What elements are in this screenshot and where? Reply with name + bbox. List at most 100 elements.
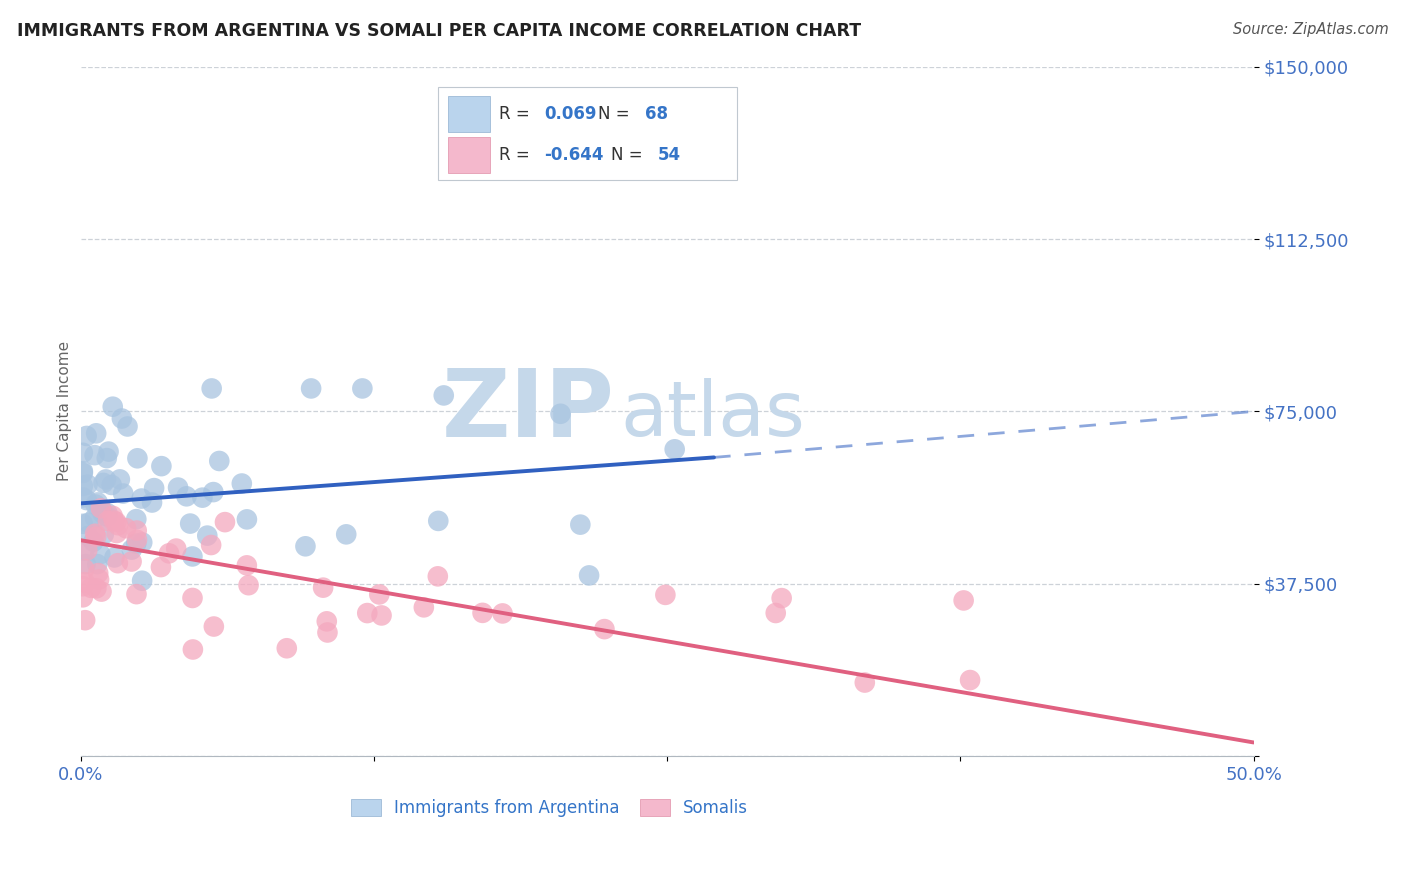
Legend: Immigrants from Argentina, Somalis: Immigrants from Argentina, Somalis [344, 792, 755, 824]
Point [312, 581, 335, 595]
Text: -0.644: -0.644 [544, 146, 603, 164]
Point [96, 506, 118, 520]
Point [143, 481, 166, 495]
Point [149, 560, 172, 574]
Point [276, 641, 298, 656]
Point [181, 549, 204, 564]
Point [167, 481, 190, 495]
Point [236, 558, 259, 573]
Point [236, 512, 259, 526]
Text: 54: 54 [658, 146, 681, 164]
Point [356, 606, 378, 620]
Point [770, 591, 793, 606]
Point [80, 581, 103, 595]
Point [93, 475, 115, 490]
Point [101, 508, 124, 523]
Point [765, 606, 787, 620]
Point [72, 591, 94, 605]
Point [125, 524, 148, 538]
Point [91, 503, 114, 517]
Point [121, 542, 143, 557]
Point [202, 619, 225, 633]
Point [105, 526, 128, 541]
Point [96, 451, 118, 466]
Point [97, 444, 120, 458]
Point [86, 557, 108, 571]
Point [73, 562, 96, 576]
Point [84, 526, 107, 541]
Point [201, 381, 224, 395]
Point [191, 491, 214, 505]
Text: IMMIGRANTS FROM ARGENTINA VS SOMALI PER CAPITA INCOME CORRELATION CHART: IMMIGRANTS FROM ARGENTINA VS SOMALI PER … [17, 22, 860, 40]
Point [84, 426, 107, 441]
Point [76, 493, 98, 508]
Point [82, 534, 104, 549]
Point [90, 501, 112, 516]
Point [181, 591, 204, 605]
Point [101, 400, 124, 414]
Point [195, 528, 218, 542]
Point [959, 673, 981, 687]
Point [89, 547, 111, 561]
Point [103, 514, 125, 528]
Point [299, 381, 322, 395]
Point [200, 538, 222, 552]
Point [471, 606, 494, 620]
Point [73, 543, 96, 558]
Point [176, 489, 198, 503]
Point [491, 607, 513, 621]
Point [125, 536, 148, 550]
Point [121, 554, 143, 568]
Point [368, 587, 391, 601]
Point [72, 466, 94, 480]
Text: 0.069: 0.069 [544, 105, 596, 123]
Point [77, 529, 100, 543]
Point [179, 516, 201, 531]
Point [72, 579, 94, 593]
Point [370, 608, 392, 623]
Point [412, 600, 434, 615]
Point [294, 539, 316, 553]
Point [433, 388, 456, 402]
Text: N =: N = [610, 146, 648, 164]
Point [72, 464, 94, 478]
Point [427, 514, 450, 528]
Point [100, 478, 122, 492]
FancyBboxPatch shape [447, 137, 489, 173]
Text: 68: 68 [645, 105, 668, 123]
Point [578, 568, 600, 582]
Point [214, 515, 236, 529]
Point [103, 550, 125, 565]
Point [90, 584, 112, 599]
Text: R =: R = [499, 146, 536, 164]
Point [569, 517, 592, 532]
Point [316, 625, 339, 640]
Point [125, 587, 148, 601]
Point [93, 527, 115, 541]
Point [91, 507, 114, 521]
Point [165, 541, 187, 556]
Y-axis label: Per Capita Income: Per Capita Income [58, 342, 72, 482]
Point [72, 479, 94, 493]
Point [87, 495, 110, 509]
Point [352, 381, 374, 395]
Point [150, 459, 173, 474]
Point [94, 472, 117, 486]
Point [76, 477, 98, 491]
Point [86, 582, 108, 596]
Point [208, 454, 231, 468]
Point [76, 543, 98, 558]
Point [131, 535, 153, 549]
Point [238, 578, 260, 592]
Point [75, 613, 97, 627]
Text: ZIP: ZIP [441, 366, 614, 458]
Point [853, 675, 876, 690]
Point [107, 556, 129, 570]
Point [131, 574, 153, 588]
Point [231, 476, 253, 491]
Point [593, 622, 616, 636]
Point [127, 451, 149, 466]
Point [112, 486, 135, 500]
Point [426, 569, 449, 583]
Point [117, 419, 139, 434]
